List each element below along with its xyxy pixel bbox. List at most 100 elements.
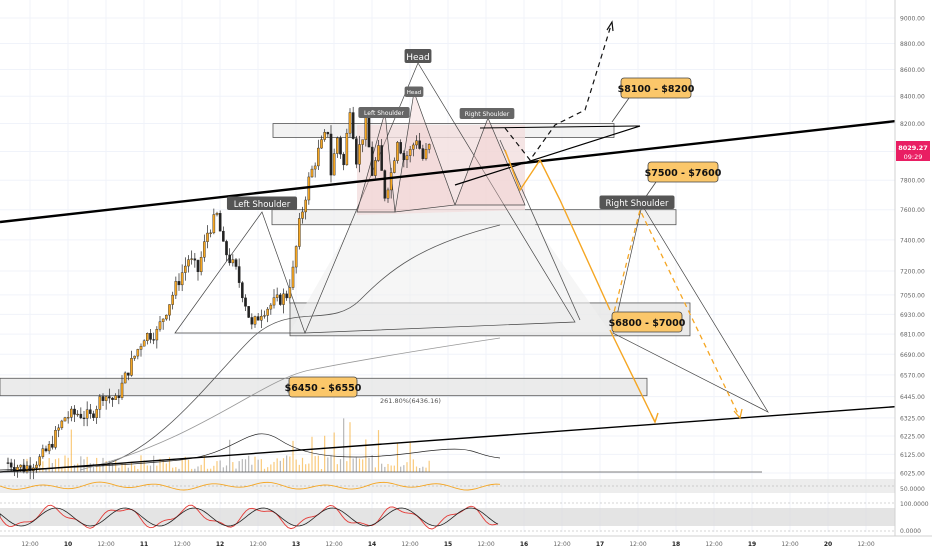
volume-bar-88 xyxy=(286,455,288,472)
volume-bar-79 xyxy=(257,459,259,472)
candle-body-80 xyxy=(260,315,263,321)
volume-bar-0 xyxy=(7,458,9,472)
price-tick-8: 7400.00 xyxy=(900,237,925,244)
volume-bar-126 xyxy=(406,462,408,472)
volume-bar-38 xyxy=(127,467,129,472)
price-tick-7: 7600.00 xyxy=(900,207,925,214)
candle-body-4 xyxy=(19,464,22,468)
volume-bar-100 xyxy=(324,435,326,472)
trendlines-layer xyxy=(0,115,932,473)
candle-body-66 xyxy=(215,213,219,215)
volume-bar-118 xyxy=(381,463,383,472)
candle-body-70 xyxy=(228,254,231,264)
time-tick-9: 14 xyxy=(368,541,376,548)
volume-bar-31 xyxy=(105,460,107,472)
volume-bar-12 xyxy=(45,468,47,472)
volume-bar-23 xyxy=(80,456,82,472)
label-head-small: Head xyxy=(407,90,421,96)
volume-bar-21 xyxy=(73,464,76,472)
volume-bar-37 xyxy=(124,463,126,472)
candle-body-32 xyxy=(108,396,111,399)
volume-bar-67 xyxy=(219,460,221,472)
volume-bar-122 xyxy=(393,465,395,472)
candle-body-31 xyxy=(104,396,108,401)
candle-body-87 xyxy=(282,293,285,305)
stoch-d xyxy=(0,507,499,527)
candle-body-79 xyxy=(256,316,260,321)
stoch-lower-label: 0.0000 xyxy=(900,528,921,535)
candle-body-78 xyxy=(253,316,257,325)
price-tick-13: 6690.00 xyxy=(900,352,925,359)
candle-body-72 xyxy=(234,259,238,267)
fib-label: 261.80%(6436.16) xyxy=(380,397,441,405)
volume-bar-81 xyxy=(263,468,266,472)
volume-bar-112 xyxy=(362,459,364,472)
volume-bar-78 xyxy=(254,456,256,472)
candle-body-113 xyxy=(364,116,368,140)
price-tick-3: 8400.00 xyxy=(900,94,925,101)
candle-body-51 xyxy=(168,304,171,316)
label-right-shoulder-small-bg xyxy=(459,108,515,119)
candle-body-49 xyxy=(161,318,165,322)
candle-body-28 xyxy=(95,409,98,418)
time-tick-18: 12:00 xyxy=(705,541,722,548)
candle-body-56 xyxy=(184,265,187,273)
volume-bar-13 xyxy=(48,457,50,472)
volume-bar-132 xyxy=(425,467,427,472)
candle-body-92 xyxy=(298,218,301,247)
time-tick-17: 18 xyxy=(672,541,680,548)
candle-body-58 xyxy=(190,258,193,260)
candle-body-18 xyxy=(63,417,67,422)
price-tick-11: 6930.00 xyxy=(900,312,925,319)
candle-body-21 xyxy=(73,408,76,415)
candle-body-75 xyxy=(244,297,247,307)
price-tick-18: 6125.00 xyxy=(900,452,925,459)
volume-bar-129 xyxy=(415,466,418,472)
volume-bar-106 xyxy=(343,418,345,472)
volume-bar-72 xyxy=(235,468,237,472)
candle-body-44 xyxy=(146,333,149,341)
candle-body-88 xyxy=(285,293,288,299)
volume-bar-59 xyxy=(194,468,196,472)
volume-bar-58 xyxy=(191,468,193,472)
time-tick-13: 16 xyxy=(520,541,528,548)
candle-body-116 xyxy=(374,160,377,176)
time-tick-21: 20 xyxy=(824,541,832,548)
time-tick-14: 12:00 xyxy=(553,541,570,548)
volume-bar-47 xyxy=(156,465,158,472)
volume-bar-85 xyxy=(276,458,278,472)
candle-body-63 xyxy=(206,232,209,242)
volume-bar-54 xyxy=(178,468,180,472)
label-head-small-bg xyxy=(404,86,424,97)
label-right-shoulder-small: Right Shoulder xyxy=(465,111,510,118)
volume-bar-45 xyxy=(149,465,152,472)
price-tick-12: 6810.00 xyxy=(900,332,925,339)
price-tick-10: 7050.00 xyxy=(900,292,925,299)
callout-label-1: $7500 - $7600 xyxy=(645,168,722,179)
last-price-box xyxy=(896,141,930,161)
candle-body-68 xyxy=(222,230,225,242)
bearish-path-2 xyxy=(609,329,656,423)
time-tick-1: 10 xyxy=(64,541,72,548)
volume-bar-44 xyxy=(146,465,148,472)
callout-label-0: $8100 - $8200 xyxy=(618,84,695,95)
label-right-shoulder-large: Right Shoulder xyxy=(606,199,669,209)
moving-averages xyxy=(79,224,501,471)
volume-bar-55 xyxy=(181,458,183,472)
candle-body-13 xyxy=(47,443,51,452)
candle-body-123 xyxy=(396,142,399,161)
right-shoulder-triangle xyxy=(612,204,769,413)
volume-bar-114 xyxy=(368,457,370,472)
volume-bar-22 xyxy=(77,463,79,472)
candle-body-20 xyxy=(70,408,73,418)
volume-bar-66 xyxy=(216,461,218,472)
volume-bar-131 xyxy=(422,466,424,472)
time-tick-19: 19 xyxy=(748,541,756,548)
price-tick-0: 9000.00 xyxy=(900,16,925,23)
candle-body-73 xyxy=(237,266,241,283)
volume-bar-109 xyxy=(352,458,354,472)
price-tick-16: 6325.00 xyxy=(900,415,925,422)
volume-bar-42 xyxy=(140,455,142,472)
callout-box-0 xyxy=(620,77,692,99)
